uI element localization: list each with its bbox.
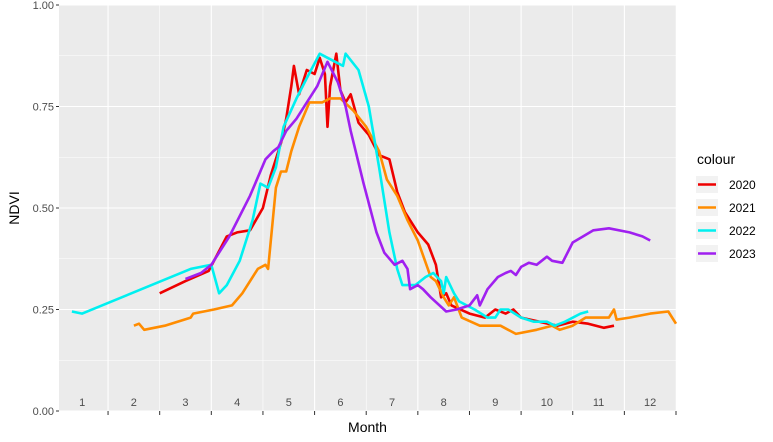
month-label: 10 xyxy=(541,397,553,409)
month-label: 5 xyxy=(286,397,292,409)
legend-label-2021: 2021 xyxy=(729,201,756,215)
month-label: 7 xyxy=(389,397,395,409)
legend: colour 2020 2021 2022 2023 xyxy=(696,151,756,262)
legend-label-2020: 2020 xyxy=(729,178,756,192)
month-label: 8 xyxy=(441,397,447,409)
legend-label-2023: 2023 xyxy=(729,247,756,261)
month-label: 6 xyxy=(337,397,343,409)
series-line-2021 xyxy=(133,97,678,336)
x-axis-title: Month xyxy=(348,419,387,435)
y-tick-label: 1.00 xyxy=(33,0,54,12)
month-label: 9 xyxy=(492,397,498,409)
y-axis-title: NDVI xyxy=(6,191,22,224)
series-line-2022 xyxy=(71,52,589,327)
month-label: 2 xyxy=(131,397,137,409)
month-label: 3 xyxy=(182,397,188,409)
month-labels: 1 2 3 4 5 6 7 8 9 10 11 12 xyxy=(79,397,656,409)
y-tick-label: 0.25 xyxy=(33,305,54,317)
y-tick-label: 0.75 xyxy=(33,102,54,114)
legend-items: 2020 2021 2022 2023 xyxy=(696,176,756,262)
month-label: 12 xyxy=(644,397,656,409)
month-label: 4 xyxy=(234,397,240,409)
legend-label-2022: 2022 xyxy=(729,224,756,238)
y-tick-label: 0.50 xyxy=(33,203,54,215)
x-axis xyxy=(107,411,677,415)
month-label: 1 xyxy=(79,397,85,409)
series-line-2023 xyxy=(185,60,651,313)
series-lines xyxy=(71,52,678,336)
month-label: 11 xyxy=(593,397,604,409)
y-axis: 0.00 0.25 0.50 0.75 1.00 xyxy=(33,0,59,418)
legend-title: colour xyxy=(697,151,735,167)
y-tick-label: 0.00 xyxy=(33,406,54,418)
